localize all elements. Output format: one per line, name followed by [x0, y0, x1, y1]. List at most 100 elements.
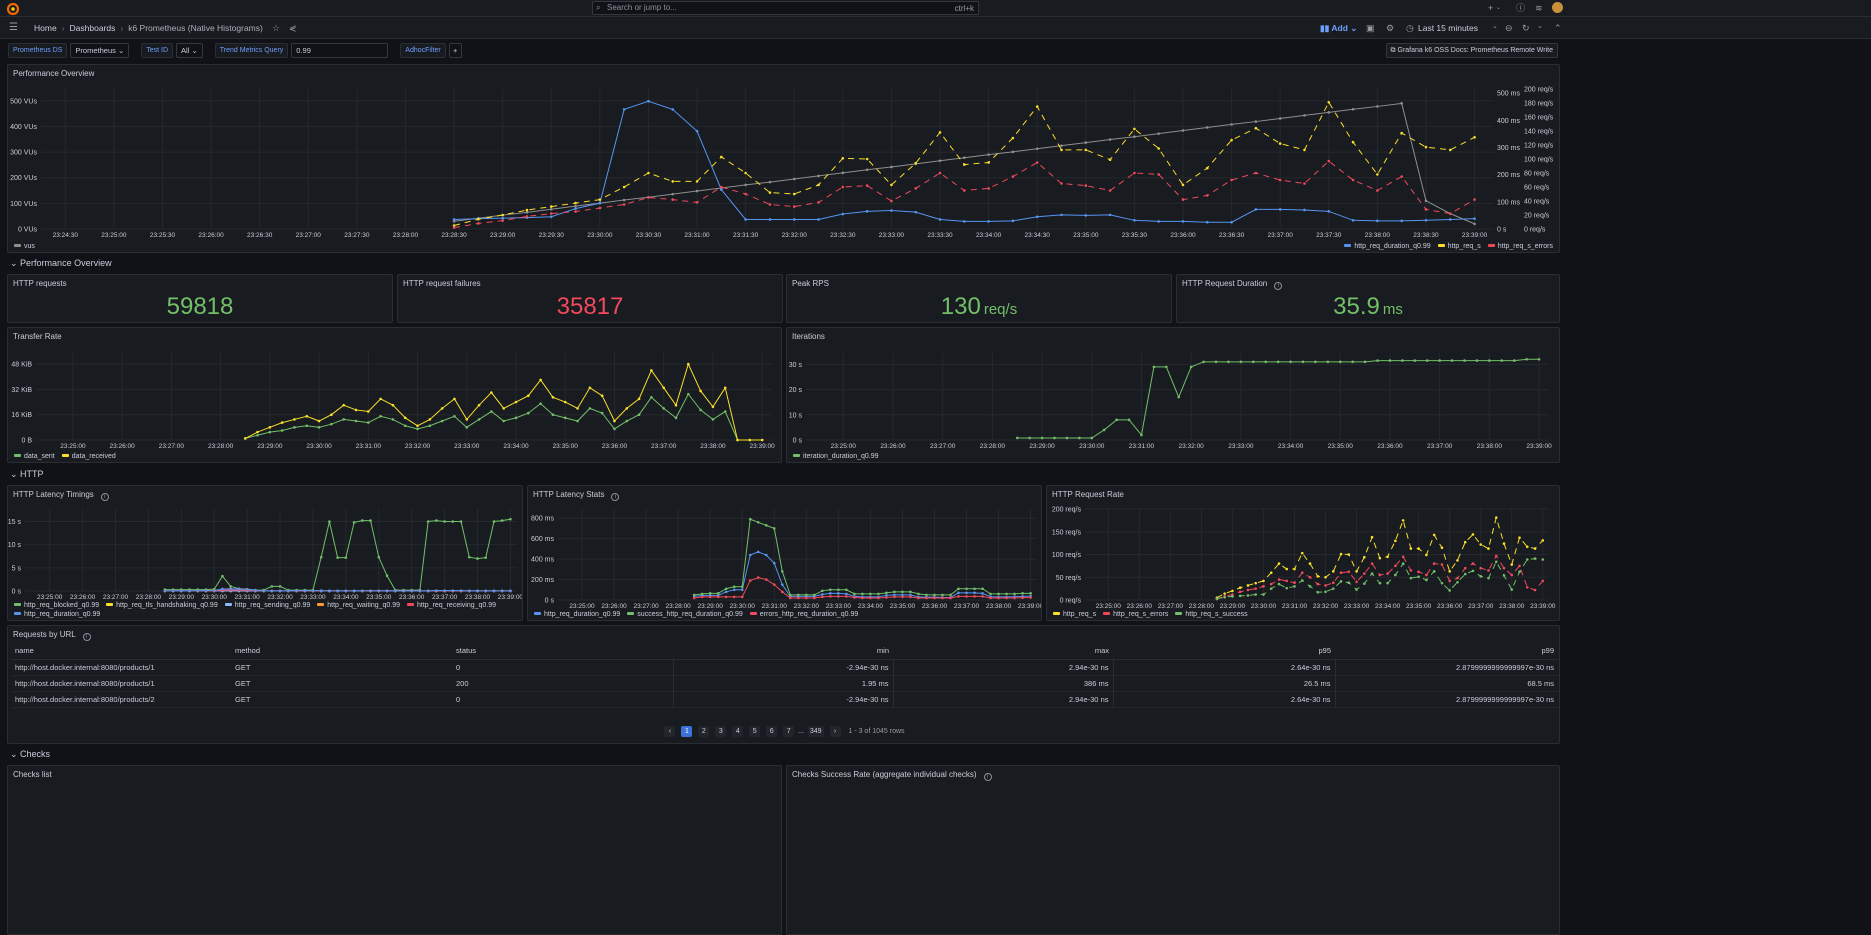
table-row: http://host.docker.internal:8080/product…: [11, 675, 1558, 692]
refresh-icon[interactable]: ↻: [1522, 23, 1530, 33]
page-button[interactable]: 6: [766, 726, 778, 737]
legend-item[interactable]: http_req_s_success: [1175, 610, 1248, 619]
data-point: [695, 201, 699, 204]
row-header-checks[interactable]: ⌄ Checks: [10, 749, 50, 760]
column-header-method[interactable]: method: [231, 643, 452, 660]
menu-icon[interactable]: ☰: [9, 22, 18, 33]
info-icon[interactable]: i: [100, 493, 109, 501]
share-icon[interactable]: ⋞: [288, 22, 297, 33]
column-header-min[interactable]: min: [673, 643, 893, 660]
column-header-p99[interactable]: p99: [1335, 643, 1558, 660]
data-point: [1463, 566, 1467, 570]
column-header-name[interactable]: name: [11, 643, 231, 660]
legend-item[interactable]: http_req_sending_q0.99: [224, 601, 310, 610]
legend-item[interactable]: data_received: [61, 452, 116, 461]
data-point: [1035, 215, 1039, 219]
star-icon[interactable]: ☆: [271, 22, 280, 33]
data-point: [459, 589, 463, 592]
data-point: [1029, 596, 1032, 599]
chevron-down-icon[interactable]: ⌄: [1492, 23, 1498, 30]
zoom-out-icon[interactable]: ⊖: [1505, 23, 1513, 33]
data-point: [403, 416, 407, 420]
news-feed-icon[interactable]: ≋: [1535, 3, 1543, 13]
data-point: [1254, 120, 1258, 123]
breadcrumb-home[interactable]: Home: [34, 23, 57, 33]
collapse-icon[interactable]: ⌃: [1554, 23, 1562, 33]
prometheus-ds-select[interactable]: Prometheus ⌄: [70, 43, 130, 58]
settings-gear-icon[interactable]: ⚙: [1386, 23, 1395, 33]
legend-item[interactable]: iteration_duration_q0.99: [793, 452, 879, 461]
trend-metrics-query-input[interactable]: 0.99: [291, 43, 389, 58]
column-header-status[interactable]: status: [452, 643, 673, 660]
page-button[interactable]: 3: [715, 726, 727, 737]
row-title: Performance Overview: [20, 258, 112, 268]
info-icon[interactable]: i: [82, 633, 91, 641]
legend-item[interactable]: http_req_tls_handshaking_q0.99: [106, 601, 218, 610]
column-header-p95[interactable]: p95: [1113, 643, 1335, 660]
page-button[interactable]: 2: [698, 726, 710, 737]
avatar[interactable]: [1552, 2, 1563, 13]
row-header-performance-overview[interactable]: ⌄ Performance Overview: [10, 258, 112, 269]
info-icon[interactable]: i: [983, 773, 992, 781]
legend-item[interactable]: success_http_req_duration_q0.99: [627, 610, 743, 619]
data-point: [813, 593, 816, 597]
data-point: [817, 201, 820, 204]
page-button[interactable]: 349: [807, 726, 824, 737]
grafana-logo-icon[interactable]: [7, 2, 19, 15]
page-button[interactable]: 1: [681, 726, 693, 737]
time-range-picker[interactable]: Last 15 minutes: [1418, 23, 1479, 33]
chevron-down-icon[interactable]: ⌄: [1537, 23, 1543, 30]
legend-item[interactable]: http_req_s: [1053, 610, 1096, 619]
add-filter-button[interactable]: +: [448, 43, 462, 58]
x-tick-label: 23:26:00: [880, 443, 906, 450]
save-icon[interactable]: ▣: [1366, 23, 1375, 33]
stat-panel-http-requests: HTTP requests 59818: [7, 274, 393, 323]
legend-item[interactable]: errors_http_req_duration_q0.99: [749, 610, 858, 619]
panel-title: HTTP Latency Stats i: [533, 490, 620, 501]
legend-item[interactable]: http_req_s_errors: [1487, 242, 1553, 251]
legend-item[interactable]: data_sent: [14, 452, 55, 461]
prev-page-button[interactable]: ‹: [664, 726, 676, 737]
legend-item[interactable]: http_req_blocked_q0.99: [14, 601, 99, 610]
x-tick-label: 23:39:00: [749, 443, 775, 450]
panel-title: Performance Overview: [13, 69, 95, 78]
legend-item[interactable]: http_req_duration_q0.99: [1344, 242, 1431, 251]
legend-item[interactable]: http_req_waiting_q0.99: [317, 601, 400, 610]
test-id-select[interactable]: All ⌄: [176, 43, 203, 58]
page-button[interactable]: 4: [732, 726, 744, 737]
data-point: [1246, 594, 1250, 597]
info-icon[interactable]: i: [1274, 282, 1283, 290]
data-point: [1473, 136, 1476, 139]
docs-link-button[interactable]: ⧉ Grafana k6 OSS Docs: Prometheus Remote…: [1385, 43, 1558, 58]
column-header-max[interactable]: max: [893, 643, 1113, 660]
page-button[interactable]: 7: [783, 726, 795, 737]
new-button[interactable]: +: [1488, 3, 1494, 13]
legend-item[interactable]: vus: [14, 242, 35, 251]
help-icon[interactable]: ⓘ: [1516, 3, 1526, 13]
data-point: [647, 171, 650, 175]
legend-item[interactable]: http_req_s_errors: [1103, 610, 1168, 619]
page-button[interactable]: 5: [749, 726, 761, 737]
add-button[interactable]: ▮▮ Add ⌄: [1320, 23, 1358, 33]
next-page-button[interactable]: ›: [829, 726, 841, 737]
chevron-down-icon[interactable]: ⌄: [1496, 5, 1502, 11]
search-input[interactable]: ⌕ Search or jump to... ctrl+k: [592, 1, 979, 15]
breadcrumb-dashboards[interactable]: Dashboards: [69, 23, 116, 33]
row-header-http[interactable]: ⌄ HTTP: [10, 469, 44, 480]
x-tick-label: 23:38:00: [1499, 603, 1525, 610]
x-tick-label: 23:35:00: [890, 603, 916, 610]
legend-item[interactable]: http_req_duration_q0.99: [14, 610, 100, 619]
legend-item[interactable]: http_req_s: [1437, 242, 1481, 251]
data-point: [981, 587, 984, 591]
legend-item[interactable]: http_req_duration_q0.99: [534, 610, 620, 619]
cell-name: http://host.docker.internal:8080/product…: [11, 691, 231, 708]
data-point: [674, 416, 678, 420]
info-icon[interactable]: i: [611, 493, 620, 501]
x-tick-label: 23:38:00: [465, 594, 491, 601]
cell-status: 0: [452, 691, 673, 708]
data-point: [805, 596, 808, 600]
data-point: [426, 589, 430, 593]
legend-item[interactable]: http_req_receiving_q0.99: [407, 601, 496, 610]
data-point: [1238, 590, 1242, 594]
data-point: [1011, 219, 1015, 223]
